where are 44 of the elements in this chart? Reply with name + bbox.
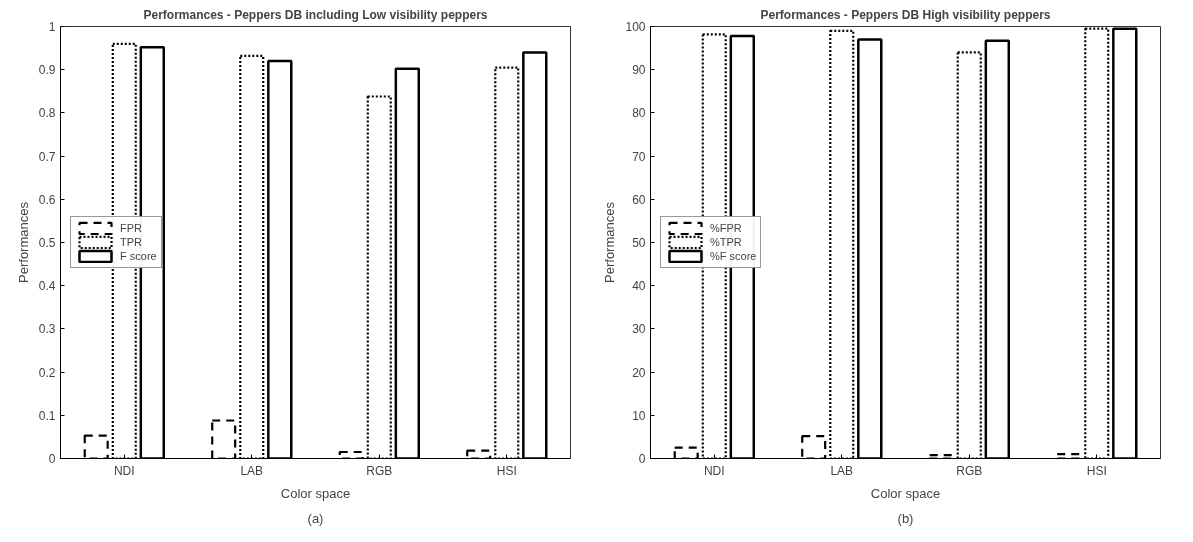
legend-label: %TPR xyxy=(710,236,742,248)
legend-label: %FPR xyxy=(710,222,742,234)
legend-label: TPR xyxy=(120,236,142,248)
y-tick-label: 0 xyxy=(48,452,56,466)
y-tick-label: 90 xyxy=(632,63,646,78)
y-tick-label: 60 xyxy=(632,192,646,207)
x-tick-label: LAB xyxy=(830,463,854,478)
x-axis-title: Color space xyxy=(870,485,941,501)
y-tick-label: 1 xyxy=(48,20,56,34)
x-axis-title: Color space xyxy=(280,485,351,501)
x-tick-label: HSI xyxy=(496,463,517,478)
y-axis-title: Performances xyxy=(602,201,618,283)
y-tick-label: 40 xyxy=(632,279,646,294)
y-tick-label: 0.8 xyxy=(38,106,56,121)
legend-label: FPR xyxy=(120,222,142,234)
x-tick-label: LAB xyxy=(240,463,264,478)
x-tick-label: NDI xyxy=(113,463,135,478)
y-tick-label: 80 xyxy=(632,106,646,121)
y-tick-label: 0.2 xyxy=(38,365,56,380)
y-tick-label: 50 xyxy=(632,236,646,250)
y-tick-label: 30 xyxy=(632,322,646,337)
text: (a) xyxy=(307,510,324,526)
y-tick-label: 20 xyxy=(632,365,646,380)
y-tick-label: 0.1 xyxy=(38,408,56,423)
x-tick-label: RGB xyxy=(366,463,393,478)
x-tick-label: NDI xyxy=(703,463,725,478)
y-axis-title: Performances xyxy=(15,201,31,283)
x-tick-label: HSI xyxy=(1086,463,1107,478)
text: (b) xyxy=(897,510,914,526)
x-tick-label: RGB xyxy=(956,463,983,478)
chart-title: Performances - Peppers DB including Low visibility peppers xyxy=(143,7,488,22)
y-tick-label: 100 xyxy=(625,20,646,34)
y-tick-label: 70 xyxy=(632,149,646,164)
legend-label: F score xyxy=(120,250,157,262)
y-tick-label: 0.4 xyxy=(38,279,56,294)
y-tick-label: 0.6 xyxy=(38,192,56,207)
legend-label: %F score xyxy=(710,250,757,262)
y-tick-label: 10 xyxy=(632,408,646,423)
chart-title: Performances - Peppers DB High visibility peppers xyxy=(760,7,1051,22)
y-tick-label: 0.5 xyxy=(38,236,56,250)
y-tick-label: 0.3 xyxy=(38,322,56,337)
y-tick-label: 0 xyxy=(638,452,646,466)
y-tick-label: 0.7 xyxy=(38,149,56,164)
y-tick-label: 0.9 xyxy=(38,63,56,78)
